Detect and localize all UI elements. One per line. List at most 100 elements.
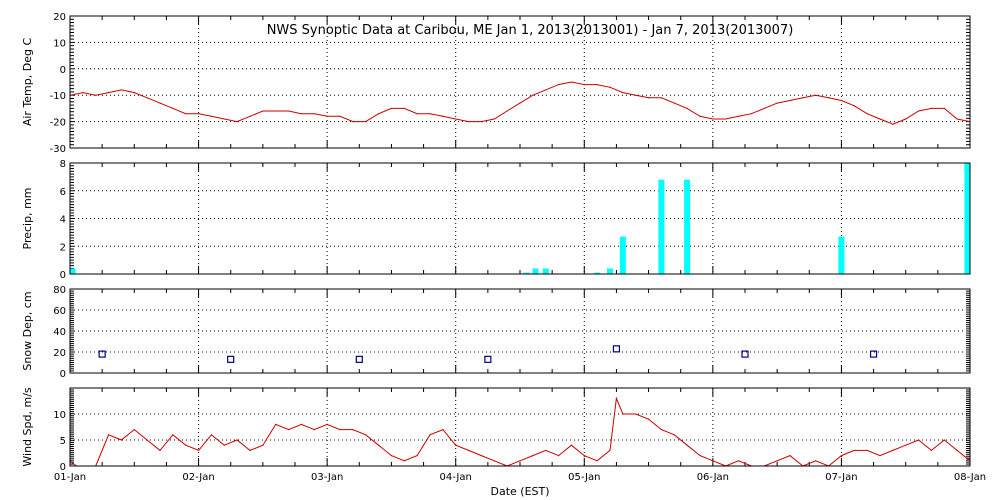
air-temp-point: [185, 113, 187, 115]
y-tick-label: 2: [60, 242, 66, 253]
y-tick-label: 20: [53, 348, 66, 359]
air-temp-point: [802, 97, 804, 99]
precip-bar: [684, 179, 691, 274]
x-axis-label: Date (EST): [490, 485, 549, 498]
y-tick-label: 20: [53, 12, 66, 23]
air-temp-point: [750, 113, 753, 115]
wind-speed-point: [647, 418, 650, 420]
wind-speed-point: [570, 444, 573, 446]
snow-point: [612, 345, 621, 353]
wind-speed-point: [467, 449, 470, 451]
air-temp-point: [429, 113, 431, 115]
wind-speed-point: [390, 455, 393, 457]
wind-speed-point: [185, 444, 187, 446]
precip-bar: [619, 236, 626, 274]
air-temp-point: [300, 113, 303, 115]
wind-speed-point: [326, 423, 328, 425]
air-temp-point: [107, 91, 110, 94]
air-temp-point: [879, 118, 881, 120]
air-temp-point: [866, 113, 868, 115]
wind-speed-point: [660, 429, 663, 431]
air-temp-point: [622, 91, 624, 94]
air-temp-point: [519, 102, 521, 104]
x-tick-label: 05-Jan: [568, 472, 600, 483]
air-temp-point: [403, 107, 405, 109]
series-wind-speed: [70, 396, 970, 466]
air-temp-point: [352, 121, 354, 123]
air-temp-point: [339, 115, 341, 117]
wind-speed-point: [236, 439, 238, 441]
panel-air-temp: 20 10 0 -10 -20 -30 Air Temp, Deg C: [21, 12, 971, 155]
air-temp-point: [545, 89, 547, 91]
wind-speed-point: [493, 460, 495, 462]
air-temp-point: [930, 107, 933, 109]
precip-bar: [523, 272, 530, 274]
wind-speed-point: [416, 455, 418, 457]
precip-bar: [594, 272, 601, 274]
air-temp-point: [815, 94, 817, 96]
wind-speed-point: [429, 434, 431, 436]
wind-speed-point: [583, 455, 585, 457]
x-tick-label: 03-Jan: [311, 472, 343, 483]
air-temp-point: [326, 115, 328, 117]
air-temp-point: [737, 115, 740, 117]
wind-speed-point: [300, 423, 303, 425]
wind-speed-point: [262, 444, 264, 446]
wind-speed-point: [557, 455, 560, 457]
chart-title: NWS Synoptic Data at Caribou, ME Jan 1, …: [267, 23, 794, 38]
wind-speed-point: [866, 449, 868, 451]
wind-speed-line: [70, 396, 970, 466]
wind-speed-point: [917, 439, 920, 441]
precip-bar: [607, 268, 613, 274]
y-tick-label: -20: [50, 118, 66, 129]
air-temp-point: [455, 118, 457, 120]
panel-snow-depth: 80 60 40 20 0 Snow Dep, cm: [21, 285, 971, 380]
air-temp-point: [596, 84, 598, 86]
precip-bar: [658, 179, 665, 274]
air-temp-point: [673, 102, 675, 104]
wind-speed-point: [943, 439, 945, 441]
air-temp-point: [725, 118, 727, 120]
air-temp-point: [210, 115, 213, 117]
air-temp-point: [763, 107, 765, 109]
panel-frame: [69, 387, 971, 467]
y-axis-label: Precip, mm: [21, 188, 34, 250]
panel-wind-speed: 10 5 0 Wind Spd, m/s: [21, 387, 971, 473]
wind-speed-point: [197, 449, 200, 451]
air-temp-point: [712, 118, 714, 120]
air-temp-point: [557, 84, 560, 86]
precip-bar: [532, 268, 539, 274]
y-tick-label: 4: [60, 215, 66, 226]
snow-point: [741, 350, 749, 358]
air-temp-point: [159, 102, 161, 104]
x-tick-label: 07-Jan: [825, 472, 857, 483]
wind-speed-point: [480, 455, 483, 457]
y-tick-label: 60: [53, 306, 66, 317]
air-temp-point: [570, 81, 573, 83]
air-temp-point: [776, 102, 778, 104]
wind-speed-point: [905, 444, 907, 446]
y-tick-label: 10: [53, 38, 66, 49]
y-tick-label: 80: [53, 285, 66, 296]
x-tick-label: 02-Jan: [182, 472, 214, 483]
wind-speed-point: [815, 460, 817, 462]
y-tick-label: 40: [53, 327, 66, 338]
snow-point: [484, 355, 492, 363]
wind-speed-point: [545, 449, 547, 451]
air-temp-point: [635, 94, 637, 96]
wind-speed-point: [789, 455, 791, 457]
air-temp-point: [223, 118, 225, 120]
air-temp-point: [840, 99, 843, 102]
wind-speed-point: [313, 429, 315, 431]
air-temp-point: [197, 113, 200, 115]
air-temp-point: [82, 91, 84, 94]
wind-speed-point: [223, 444, 225, 446]
air-temp-point: [95, 94, 97, 96]
wind-speed-point: [339, 429, 341, 431]
air-temp-point: [442, 115, 444, 117]
wind-speed-point: [892, 449, 894, 451]
air-temp-point: [287, 110, 290, 112]
air-temp-point: [467, 121, 470, 123]
air-temp-point: [249, 115, 251, 117]
x-tick-label: 06-Jan: [697, 472, 729, 483]
